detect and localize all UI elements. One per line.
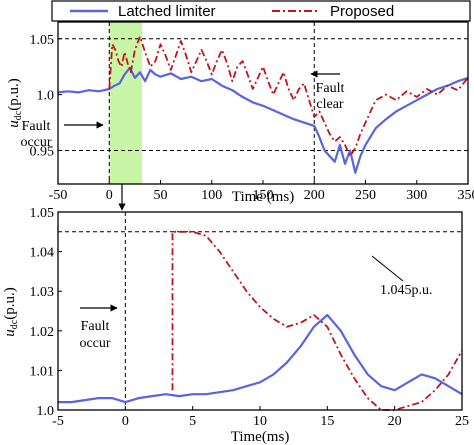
bottom-series-proposed	[171, 230, 463, 411]
bottom-chart-reference-lines	[58, 212, 462, 410]
bottom-ytick-label: 1.01	[30, 364, 55, 379]
top-chart-xlabel: Time (ms)	[232, 189, 294, 205]
top-chart-series	[57, 35, 469, 174]
top-xtick-label: 0	[106, 188, 113, 203]
bottom-xtick-label: 15	[320, 414, 334, 429]
top-xtick-label: 100	[201, 188, 222, 203]
bottom-ytick-label: 1.04	[30, 246, 55, 261]
legend-label-proposed: Proposed	[330, 3, 394, 20]
annotation-fault-occur-top: Fault occur	[20, 119, 104, 150]
bottom-ytick-label: 1.03	[30, 285, 55, 300]
top-xtick-label: -50	[49, 188, 68, 203]
bottom-chart-ylabel: udc(p.u.)	[2, 287, 20, 336]
top-chart-reference-lines	[58, 22, 468, 184]
svg-text:clear: clear	[316, 97, 344, 112]
svg-text:Fault: Fault	[81, 319, 110, 334]
bottom-xtick-label: 20	[388, 414, 402, 429]
top-ytick-label: 0.95	[30, 144, 55, 159]
bottom-xtick-label: 5	[189, 414, 196, 429]
bottom-ytick-label: 1.05	[30, 206, 55, 221]
bottom-xtick-label: 0	[122, 414, 129, 429]
bottom-chart-y-ticks: 1.0 1.01 1.02 1.03 1.04 1.05	[30, 206, 62, 419]
bottom-chart-frame	[57, 211, 463, 411]
annotation-fault-clear: Fault clear	[310, 70, 345, 112]
top-xtick-label: 350	[458, 188, 474, 203]
top-chart-y-ticks: 0.95 1.0 1.05	[30, 33, 62, 159]
bottom-chart: -5 0 5 10 15 20 25 1.0 1.01 1.02 1.03 1.04 1.05 Tim…	[2, 206, 469, 445]
top-xtick-label: 200	[304, 188, 325, 203]
bottom-ytick-label: 1.02	[30, 325, 55, 340]
top-xtick-label: 250	[355, 188, 376, 203]
top-xtick-label: 300	[406, 188, 427, 203]
svg-text:occur: occur	[20, 135, 51, 150]
annotation-1045: 1.045p.u.	[371, 255, 433, 298]
svg-text:Fault: Fault	[22, 119, 51, 134]
bottom-ytick-label: 1.0	[37, 404, 55, 419]
svg-text:1.045p.u.: 1.045p.u.	[380, 283, 433, 298]
top-chart-ylabel: udc(p.u.)	[6, 78, 24, 127]
annotation-fault-occur-bottom: Fault occur	[79, 304, 118, 351]
top-xtick-label: 150	[253, 188, 274, 203]
bottom-chart-series	[58, 230, 463, 411]
top-chart-x-ticks: -50 0 50 100 150 200 250 300 350	[49, 180, 474, 203]
bottom-xtick-label: 25	[455, 414, 469, 429]
bottom-xtick-label: -5	[52, 414, 64, 429]
top-ytick-label: 1.0	[37, 89, 55, 104]
svg-text:Fault: Fault	[316, 81, 345, 96]
bottom-chart-xlabel: Time(ms)	[231, 429, 290, 445]
top-chart: -50 0 50 100 150 200 250 300 350 0.95 1.0 1.05 Tim…	[6, 21, 474, 205]
top-ytick-label: 1.05	[30, 33, 55, 48]
top-series-latched-limiter	[57, 66, 469, 174]
bottom-chart-x-ticks: -5 0 5 10 15 20 25	[52, 406, 469, 429]
legend: Latched limiter Proposed	[51, 0, 471, 22]
bottom-xtick-label: 10	[253, 414, 267, 429]
bottom-series-latched-limiter	[58, 313, 463, 404]
svg-text:occur: occur	[79, 336, 110, 351]
legend-label-latched: Latched limiter	[118, 3, 216, 20]
top-series-proposed	[108, 35, 469, 158]
top-xtick-label: 50	[154, 188, 168, 203]
